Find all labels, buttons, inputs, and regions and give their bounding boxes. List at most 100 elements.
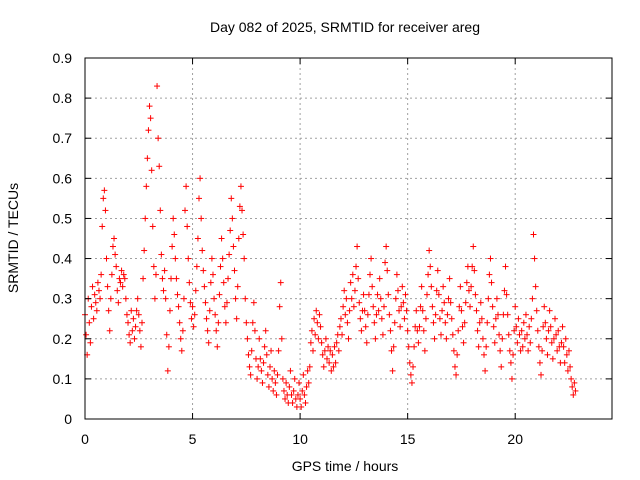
data-point — [183, 183, 190, 190]
data-point — [392, 295, 399, 302]
data-point — [484, 319, 491, 326]
data-point — [447, 299, 454, 306]
data-point — [493, 295, 500, 302]
data-point — [357, 315, 364, 322]
data-point — [345, 335, 352, 342]
data-point — [541, 303, 548, 310]
data-point — [441, 299, 448, 306]
data-point — [371, 319, 378, 326]
data-point — [450, 347, 457, 354]
data-point — [496, 331, 503, 338]
data-point — [277, 279, 284, 286]
chart-title: Day 082 of 2025, SRMTID for receiver are… — [210, 19, 480, 35]
data-point — [156, 163, 163, 170]
data-point — [86, 319, 93, 326]
data-point — [320, 363, 327, 370]
data-point — [237, 183, 244, 190]
data-point — [203, 315, 210, 322]
data-point — [531, 255, 538, 262]
data-point — [511, 327, 518, 334]
data-point — [439, 307, 446, 314]
data-point — [455, 327, 462, 334]
data-point — [137, 343, 144, 350]
data-point — [154, 83, 161, 90]
data-point — [454, 351, 461, 358]
data-point — [445, 295, 452, 302]
data-point — [188, 315, 195, 322]
data-point — [570, 391, 577, 398]
data-point — [494, 311, 501, 318]
x-tick-label: 20 — [507, 431, 523, 447]
data-point — [159, 275, 166, 282]
y-tick-label: 0.1 — [53, 371, 73, 387]
data-point — [227, 227, 234, 234]
data-point — [429, 303, 436, 310]
data-point — [204, 327, 211, 334]
data-point — [246, 363, 253, 370]
data-point — [111, 235, 118, 242]
data-point — [232, 295, 239, 302]
data-point — [414, 327, 421, 334]
data-point — [152, 271, 159, 278]
data-point — [149, 223, 156, 230]
data-point — [133, 307, 140, 314]
data-point — [136, 327, 143, 334]
data-point — [367, 271, 374, 278]
grid-lines — [85, 58, 612, 419]
data-point — [502, 263, 509, 270]
data-point — [131, 335, 138, 342]
data-point — [164, 367, 171, 374]
data-point — [89, 283, 96, 290]
data-point — [530, 231, 537, 238]
data-point — [411, 343, 418, 350]
data-point — [476, 319, 483, 326]
data-point — [348, 295, 355, 302]
data-point — [354, 243, 361, 250]
data-point — [160, 287, 167, 294]
x-axis-label: GPS time / hours — [292, 458, 399, 474]
data-point — [418, 283, 425, 290]
data-point — [444, 311, 451, 318]
data-point — [251, 327, 258, 334]
data-point — [434, 267, 441, 274]
data-point — [87, 339, 94, 346]
data-point — [485, 295, 492, 302]
data-point — [471, 267, 478, 274]
data-point — [461, 319, 468, 326]
data-point — [302, 399, 309, 406]
data-point — [223, 299, 230, 306]
data-point — [200, 267, 207, 274]
data-point — [410, 363, 417, 370]
data-point — [278, 335, 285, 342]
data-point — [191, 311, 198, 318]
data-point — [260, 359, 267, 366]
data-point — [377, 295, 384, 302]
data-point — [475, 343, 482, 350]
data-point — [391, 319, 398, 326]
data-point — [100, 195, 107, 202]
data-point — [142, 215, 149, 222]
data-point — [201, 283, 208, 290]
data-point — [463, 279, 470, 286]
data-point — [256, 335, 263, 342]
y-tick-label: 0.3 — [53, 291, 73, 307]
data-point — [572, 387, 579, 394]
data-point — [527, 339, 534, 346]
data-point — [451, 363, 458, 370]
data-point — [504, 311, 511, 318]
data-point — [491, 339, 498, 346]
data-point — [158, 251, 165, 258]
data-point — [262, 327, 269, 334]
data-point — [161, 267, 168, 274]
data-point — [323, 355, 330, 362]
data-point — [428, 283, 435, 290]
data-point — [522, 311, 529, 318]
data-point — [321, 347, 328, 354]
data-point — [216, 291, 223, 298]
data-point — [435, 291, 442, 298]
data-point — [150, 263, 157, 270]
data-point — [514, 339, 521, 346]
data-point — [457, 283, 464, 290]
data-point — [179, 327, 186, 334]
data-point — [189, 303, 196, 310]
